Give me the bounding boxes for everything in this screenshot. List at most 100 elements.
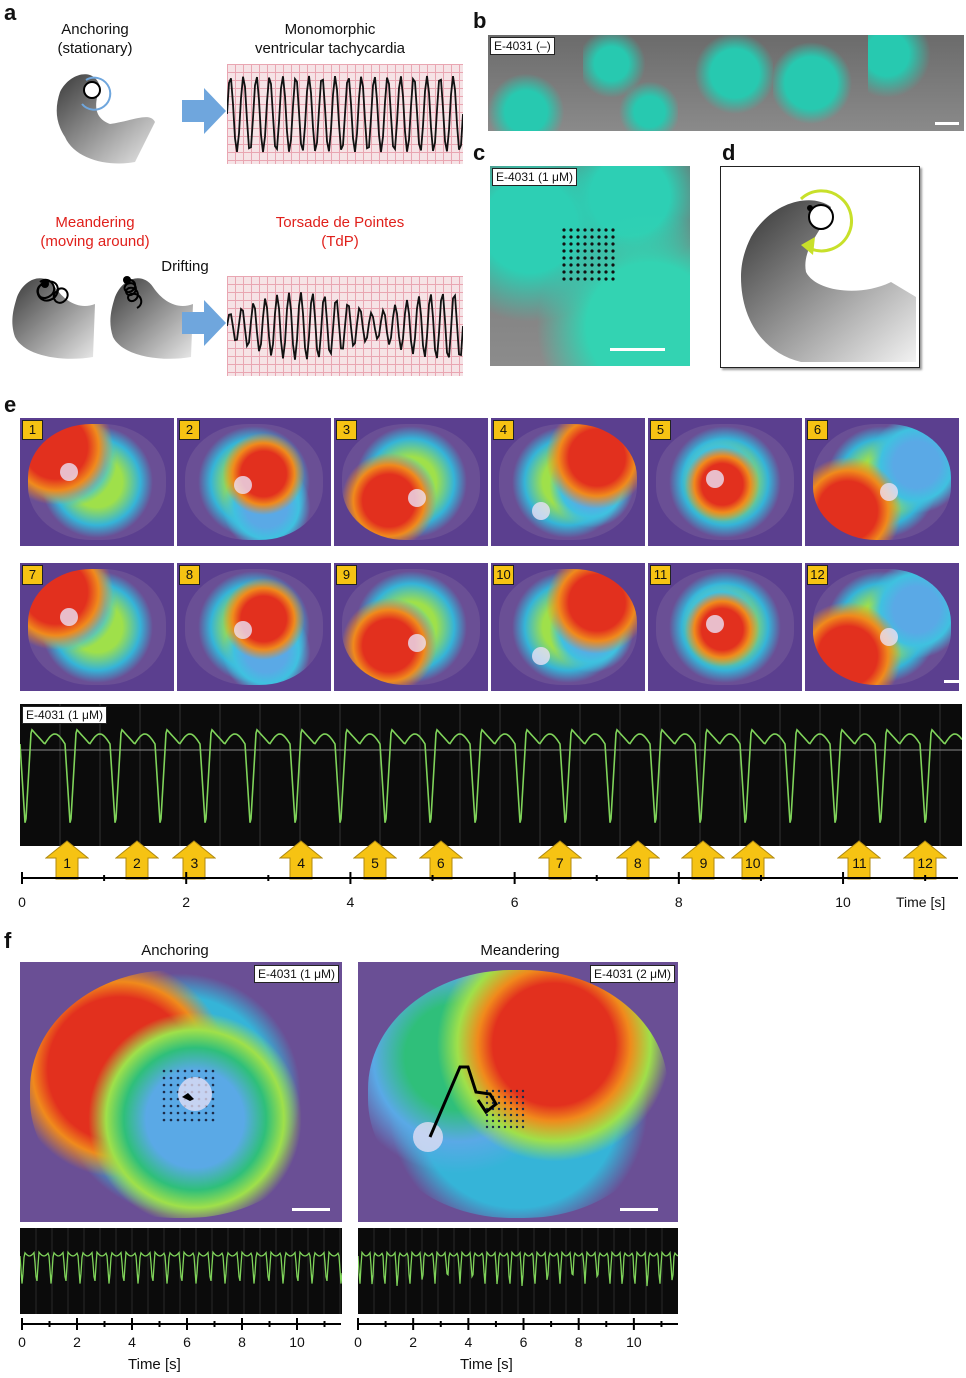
- phase-singularity-marker: [706, 470, 724, 488]
- electrode-dot: [485, 1113, 489, 1117]
- axis-tick-label: 0: [18, 1334, 26, 1350]
- frame-number: 10: [493, 565, 514, 585]
- electrode-dot: [583, 228, 587, 232]
- electrode-dot: [204, 1076, 208, 1080]
- electrode-dot: [503, 1095, 507, 1099]
- mvt-heading: Monomorphic ventricular tachycardia: [220, 20, 440, 58]
- frame-marker-label: 2: [133, 855, 141, 871]
- drifting-label: Drifting: [161, 258, 209, 275]
- electrode-dot: [211, 1069, 215, 1073]
- axis-tick-label: 4: [128, 1334, 136, 1350]
- frame-number: 5: [650, 420, 671, 440]
- electrode-dot: [604, 270, 608, 274]
- electrode-dot: [503, 1101, 507, 1105]
- axis-tick-label: 10: [289, 1334, 305, 1350]
- drifting-spiral-diagram: [110, 276, 193, 359]
- frame-number: 9: [336, 565, 357, 585]
- tdp-ecg-trace: [226, 292, 464, 360]
- electrode-dot: [576, 263, 580, 267]
- activation-frame: 10: [491, 563, 645, 691]
- activation-map: [185, 424, 323, 540]
- frame-number: 4: [493, 420, 514, 440]
- panel-e-trace-label: E-4031 (1 μM): [22, 706, 107, 724]
- activation-frame: 9: [334, 563, 488, 691]
- electrode-dot: [197, 1111, 201, 1115]
- electrode-dot: [190, 1069, 194, 1073]
- electrode-dot: [583, 277, 587, 281]
- electrode-dot: [183, 1118, 187, 1122]
- electrode-dot: [509, 1125, 513, 1129]
- electrode-dot: [211, 1076, 215, 1080]
- electrode-dot: [597, 235, 601, 239]
- electrode-dot: [211, 1111, 215, 1115]
- electrode-dot: [503, 1089, 507, 1093]
- electrode-dot: [503, 1107, 507, 1111]
- phase-singularity-marker: [532, 502, 550, 520]
- frame-marker-label: 4: [297, 855, 306, 871]
- panel-label-f: f: [4, 928, 12, 953]
- electrode-dot: [604, 235, 608, 239]
- electrode-dot: [211, 1104, 215, 1108]
- panel-label-a: a: [4, 0, 17, 25]
- panel-f-left-condition-label: E-4031 (1 μM): [254, 965, 339, 983]
- electrode-dot: [521, 1119, 525, 1123]
- phase-singularity-marker: [408, 634, 426, 652]
- phase-singularity-marker: [60, 463, 78, 481]
- anchoring-line1: Anchoring: [61, 21, 129, 38]
- electrode-dot: [485, 1095, 489, 1099]
- electrode-dot: [521, 1125, 525, 1129]
- panel-f-right-trace: [358, 1228, 678, 1314]
- electrode-dot: [576, 256, 580, 260]
- electrode-dot: [169, 1097, 173, 1101]
- electrode-dot: [169, 1104, 173, 1108]
- electrode-dot: [569, 256, 573, 260]
- phase-singularity-marker: [880, 628, 898, 646]
- axis-tick-label: 8: [574, 1334, 583, 1350]
- electrode-dot: [521, 1113, 525, 1117]
- activation-map: [342, 569, 480, 685]
- activation-map: [813, 424, 951, 540]
- electrode-dot: [169, 1111, 173, 1115]
- activation-map: [813, 569, 951, 685]
- electrode-dot: [604, 242, 608, 246]
- panel-b-frame-4: [773, 35, 868, 131]
- electrode-dot: [515, 1089, 519, 1093]
- frame-number: 1: [22, 420, 43, 440]
- activation-map: [656, 569, 794, 685]
- meandering-heading: Meandering (moving around): [20, 213, 170, 251]
- electrode-dot: [491, 1119, 495, 1123]
- electrode-dot: [576, 235, 580, 239]
- electrode-dot: [176, 1069, 180, 1073]
- electrode-dot: [497, 1119, 501, 1123]
- panel-f-left-trace: [20, 1228, 342, 1314]
- electrode-dot: [562, 270, 566, 274]
- anchoring-heading: Anchoring (stationary): [35, 20, 155, 58]
- phase-singularity-marker: [532, 647, 550, 665]
- activation-map: [499, 569, 637, 685]
- electrode-dot: [576, 249, 580, 253]
- panel-f-left-axis-unit: Time [s]: [128, 1356, 181, 1373]
- electrode-dot: [204, 1069, 208, 1073]
- right-electrode-grid: [485, 1089, 525, 1129]
- electrode-dot: [515, 1107, 519, 1111]
- panel-f-left-title: Anchoring: [141, 942, 209, 959]
- electrode-dot: [562, 263, 566, 267]
- electrode-dot: [190, 1111, 194, 1115]
- electrode-dot: [509, 1095, 513, 1099]
- panel-label-d: d: [722, 140, 736, 165]
- electrode-dot: [204, 1111, 208, 1115]
- electrode-dot: [176, 1076, 180, 1080]
- panel-f-right-activation: [368, 970, 668, 1218]
- frame-marker-label: 10: [744, 855, 761, 871]
- phase-singularity-marker: [234, 621, 252, 639]
- panel-e-trace-waveform: [20, 704, 962, 846]
- panel-c-scale-bar: [610, 348, 665, 351]
- electrode-dot: [611, 235, 615, 239]
- axis-tick-label: 2: [182, 894, 191, 910]
- electrode-dot: [485, 1125, 489, 1129]
- frame-marker-arrow: 10: [730, 840, 776, 880]
- electrode-dot: [509, 1107, 513, 1111]
- phase-singularity-marker: [60, 608, 78, 626]
- phase-singularity-marker: [706, 615, 724, 633]
- electrode-dot: [569, 249, 573, 253]
